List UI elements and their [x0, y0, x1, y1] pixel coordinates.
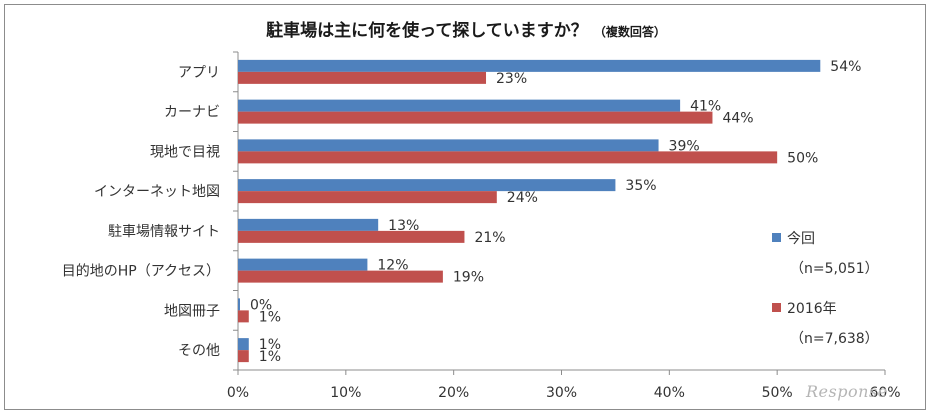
bar-current	[238, 59, 821, 72]
title-text: 駐車場は主に何を使って探していますか？	[266, 21, 588, 41]
bar-2016	[238, 230, 465, 243]
data-label: 21%	[474, 230, 505, 246]
category-label: 地図冊子	[164, 303, 220, 319]
x-tick-label: 60%	[869, 385, 900, 401]
category-label: 現地で目視	[150, 144, 220, 160]
bar-current	[238, 298, 240, 311]
title-note: （複数回答）	[593, 25, 666, 39]
chart-title: 駐車場は主に何を使って探していますか？ （複数回答）	[0, 16, 932, 41]
bar-2016	[238, 270, 443, 283]
data-label: 24%	[507, 190, 538, 206]
bar-current	[238, 338, 249, 351]
legend-swatch-2016	[772, 303, 781, 312]
category-label: カーナビ	[164, 105, 220, 121]
data-label: 13%	[388, 218, 419, 234]
data-label: 35%	[625, 178, 656, 194]
bar-current	[238, 258, 368, 271]
bar-2016	[238, 310, 249, 323]
legend-n-current: （n=5,051）	[790, 261, 879, 277]
data-label: 44%	[722, 111, 753, 127]
x-tick-label: 30%	[546, 385, 577, 401]
data-label: 19%	[453, 270, 484, 286]
category-label: アプリ	[178, 65, 220, 81]
chart-frame	[4, 4, 926, 410]
legend-label-current: 今回	[787, 231, 815, 247]
bar-current	[238, 179, 616, 192]
data-label: 23%	[496, 71, 527, 87]
data-label: 39%	[669, 138, 700, 154]
data-label: 1%	[259, 309, 281, 325]
x-tick-label: 50%	[762, 385, 793, 401]
response-watermark: Response.	[806, 382, 894, 401]
legend-label-2016: 2016年	[787, 301, 837, 317]
bar-current	[238, 99, 681, 112]
bar-current	[238, 218, 379, 231]
x-tick-label: 40%	[654, 385, 685, 401]
x-tick-label: 10%	[330, 385, 361, 401]
legend-swatch-current	[772, 233, 781, 242]
bar-2016	[238, 191, 497, 204]
legend-n-2016: （n=7,638）	[790, 331, 879, 347]
x-tick-label: 20%	[438, 385, 469, 401]
bar-2016	[238, 350, 249, 363]
data-label: 1%	[259, 337, 281, 353]
data-label: 50%	[787, 150, 818, 166]
category-label: 目的地のHP（アクセス）	[62, 264, 220, 280]
data-label: 54%	[830, 59, 861, 75]
bar-2016	[238, 71, 487, 84]
x-tick-label: 0%	[227, 385, 249, 401]
legend-item-current: 今回	[772, 228, 815, 248]
data-label: 1%	[259, 349, 281, 365]
bar-2016	[238, 111, 713, 124]
data-label: 12%	[377, 258, 408, 274]
bar-current	[238, 139, 659, 152]
legend-item-2016: 2016年	[772, 298, 837, 318]
category-label: 駐車場情報サイト	[108, 223, 220, 240]
data-label: 41%	[690, 99, 721, 115]
category-label: インターネット地図	[94, 184, 220, 200]
data-label: 0%	[250, 297, 272, 313]
category-label: その他	[178, 343, 220, 359]
bar-2016	[238, 151, 778, 164]
